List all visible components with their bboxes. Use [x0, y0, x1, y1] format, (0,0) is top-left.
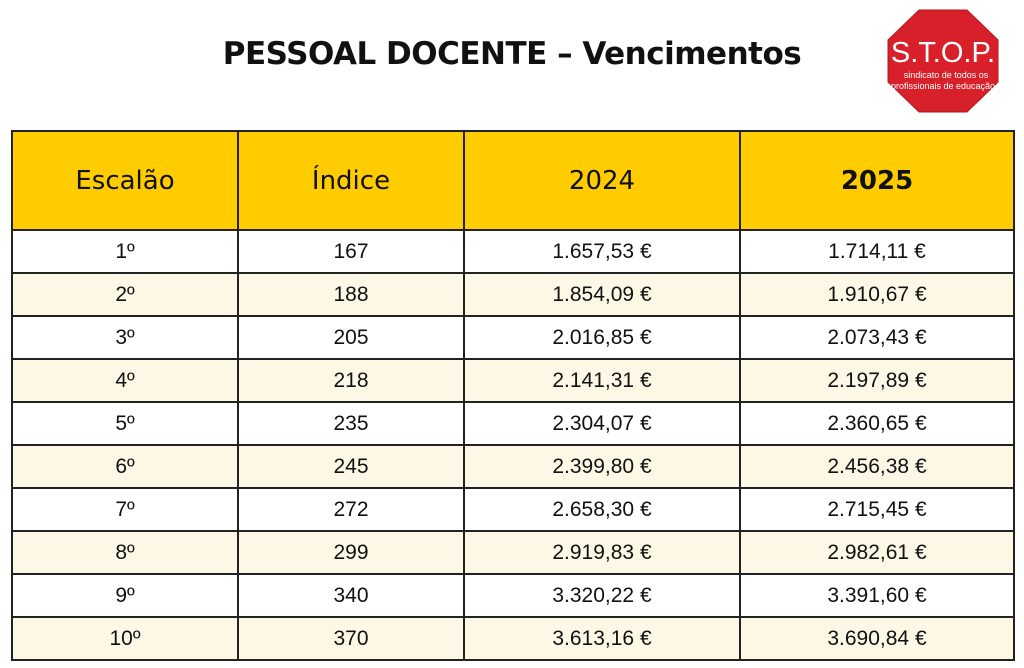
- cell-2025: 2.197,89 €: [739, 358, 1015, 403]
- logo-subtitle-line1: sindicato de todos os: [904, 70, 989, 80]
- cell-escalao: 5º: [11, 401, 239, 446]
- table-row: 4º 218 2.141,31 € 2.197,89 €: [11, 358, 1015, 403]
- header-escalao: Escalão: [11, 130, 239, 231]
- cell-2025: 2.715,45 €: [739, 487, 1015, 532]
- cell-2024: 2.304,07 €: [463, 401, 741, 446]
- cell-indice: 188: [237, 272, 465, 317]
- table-row: 2º 188 1.854,09 € 1.910,67 €: [11, 272, 1015, 317]
- cell-2025: 3.391,60 €: [739, 573, 1015, 618]
- cell-escalao: 10º: [11, 616, 239, 661]
- cell-escalao: 4º: [11, 358, 239, 403]
- stop-octagon-icon: [887, 9, 999, 113]
- table-row: 8º 299 2.919,83 € 2.982,61 €: [11, 530, 1015, 575]
- header-2025: 2025: [739, 130, 1015, 231]
- cell-indice: 370: [237, 616, 465, 661]
- cell-2025: 3.690,84 €: [739, 616, 1015, 661]
- table-row: 7º 272 2.658,30 € 2.715,45 €: [11, 487, 1015, 532]
- stop-logo: S.T.O.P. sindicato de todos os profissio…: [887, 9, 999, 113]
- cell-escalao: 8º: [11, 530, 239, 575]
- salary-table-wrapper: Escalão Índice 2024 2025 1º 167 1.657,53…: [11, 130, 1015, 661]
- table-header-row: Escalão Índice 2024 2025: [11, 130, 1015, 231]
- cell-escalao: 9º: [11, 573, 239, 618]
- cell-2025: 2.456,38 €: [739, 444, 1015, 489]
- cell-2024: 2.141,31 €: [463, 358, 741, 403]
- cell-2024: 2.658,30 €: [463, 487, 741, 532]
- cell-escalao: 1º: [11, 229, 239, 274]
- salary-table: Escalão Índice 2024 2025 1º 167 1.657,53…: [11, 130, 1015, 661]
- table-row: 10º 370 3.613,16 € 3.690,84 €: [11, 616, 1015, 661]
- header-2024: 2024: [463, 130, 741, 231]
- cell-2025: 2.982,61 €: [739, 530, 1015, 575]
- cell-2024: 2.016,85 €: [463, 315, 741, 360]
- logo-main-text: S.T.O.P.: [891, 37, 995, 69]
- table-row: 9º 340 3.320,22 € 3.391,60 €: [11, 573, 1015, 618]
- header-indice: Índice: [237, 130, 465, 231]
- cell-escalao: 6º: [11, 444, 239, 489]
- cell-2024: 1.854,09 €: [463, 272, 741, 317]
- table-row: 6º 245 2.399,80 € 2.456,38 €: [11, 444, 1015, 489]
- cell-indice: 167: [237, 229, 465, 274]
- table-row: 5º 235 2.304,07 € 2.360,65 €: [11, 401, 1015, 446]
- cell-indice: 299: [237, 530, 465, 575]
- cell-indice: 340: [237, 573, 465, 618]
- cell-2024: 2.399,80 €: [463, 444, 741, 489]
- cell-2024: 2.919,83 €: [463, 530, 741, 575]
- cell-indice: 218: [237, 358, 465, 403]
- cell-2025: 1.714,11 €: [739, 229, 1015, 274]
- table-row: 3º 205 2.016,85 € 2.073,43 €: [11, 315, 1015, 360]
- cell-escalao: 2º: [11, 272, 239, 317]
- cell-escalao: 7º: [11, 487, 239, 532]
- cell-2025: 2.073,43 €: [739, 315, 1015, 360]
- cell-indice: 205: [237, 315, 465, 360]
- cell-2025: 2.360,65 €: [739, 401, 1015, 446]
- page-title: PESSOAL DOCENTE – Vencimentos: [222, 36, 802, 72]
- cell-2024: 3.613,16 €: [463, 616, 741, 661]
- cell-2024: 3.320,22 €: [463, 573, 741, 618]
- table-row: 1º 167 1.657,53 € 1.714,11 €: [11, 229, 1015, 274]
- cell-indice: 272: [237, 487, 465, 532]
- cell-indice: 235: [237, 401, 465, 446]
- logo-subtitle-line2: profissionais de educação: [891, 81, 995, 91]
- cell-indice: 245: [237, 444, 465, 489]
- cell-2025: 1.910,67 €: [739, 272, 1015, 317]
- cell-escalao: 3º: [11, 315, 239, 360]
- cell-2024: 1.657,53 €: [463, 229, 741, 274]
